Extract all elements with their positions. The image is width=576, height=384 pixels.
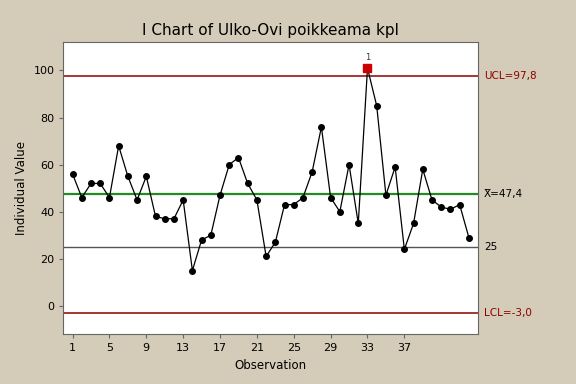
Title: I Chart of Ulko-Ovi poikkeama kpl: I Chart of Ulko-Ovi poikkeama kpl <box>142 23 399 38</box>
Text: 25: 25 <box>484 242 497 252</box>
Text: 1: 1 <box>365 53 370 62</box>
Y-axis label: Individual Value: Individual Value <box>15 141 28 235</box>
X-axis label: Observation: Observation <box>234 359 307 372</box>
Text: X̅=47,4: X̅=47,4 <box>484 189 523 199</box>
Text: UCL=97,8: UCL=97,8 <box>484 71 536 81</box>
Text: LCL=-3,0: LCL=-3,0 <box>484 308 532 318</box>
